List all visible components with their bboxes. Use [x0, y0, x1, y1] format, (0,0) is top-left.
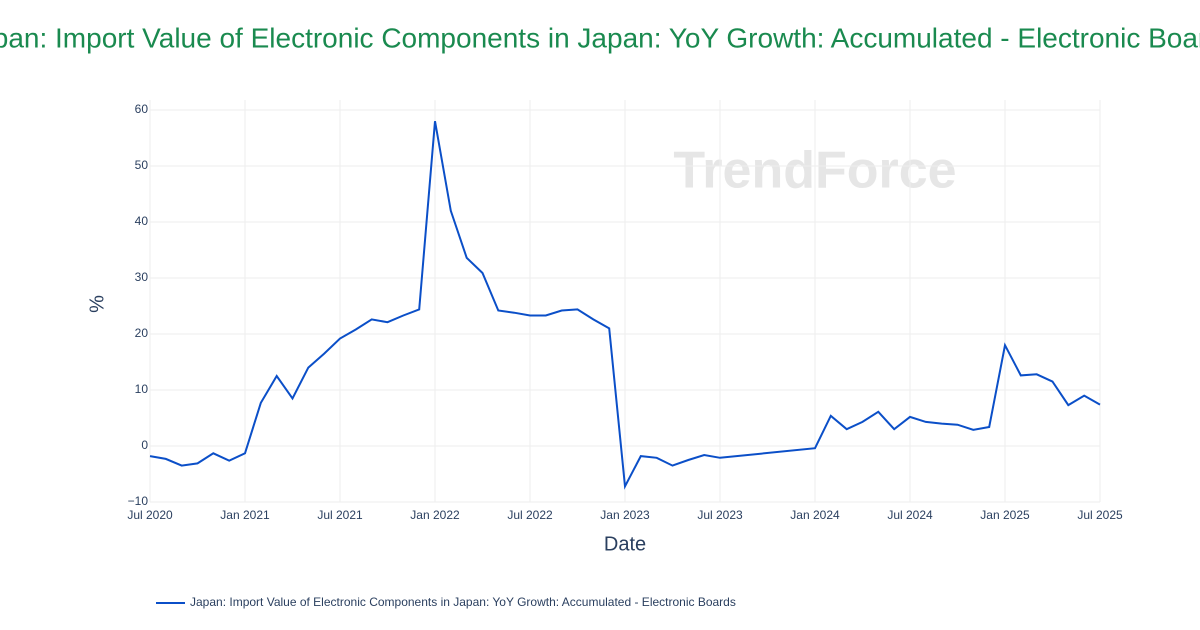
x-tick-label: Jul 2021: [317, 508, 363, 522]
x-tick-label: Jan 2021: [220, 508, 270, 522]
legend-label: Japan: Import Value of Electronic Compon…: [190, 595, 736, 609]
x-tick-label: Jan 2024: [790, 508, 840, 522]
x-tick-label: Jan 2025: [980, 508, 1030, 522]
x-tick-label: Jan 2022: [410, 508, 460, 522]
y-tick-label: 40: [135, 214, 149, 228]
y-tick-label: 10: [135, 382, 149, 396]
line: [149, 121, 1101, 490]
chart-title: Japan: Import Value of Electronic Compon…: [0, 22, 1200, 53]
grid: [149, 100, 1101, 503]
y-tick-label: 0: [141, 438, 148, 452]
x-axis-title: Date: [604, 533, 646, 555]
y-tick-label: 20: [135, 326, 149, 340]
x-tick-label: Jul 2024: [887, 508, 933, 522]
y-tick-label: −10: [128, 494, 149, 508]
y-tick-label: 50: [135, 158, 149, 172]
x-tick-label: Jul 2020: [127, 508, 173, 522]
x-tick-label: Jul 2025: [1077, 508, 1123, 522]
y-tick-label: 30: [135, 270, 149, 284]
y-axis-title: %: [86, 295, 108, 313]
y-tick-label: 60: [135, 102, 149, 116]
x-tick-label: Jul 2022: [507, 508, 553, 522]
x-tick-label: Jan 2023: [600, 508, 650, 522]
x-tick-label: Jul 2023: [697, 508, 743, 522]
